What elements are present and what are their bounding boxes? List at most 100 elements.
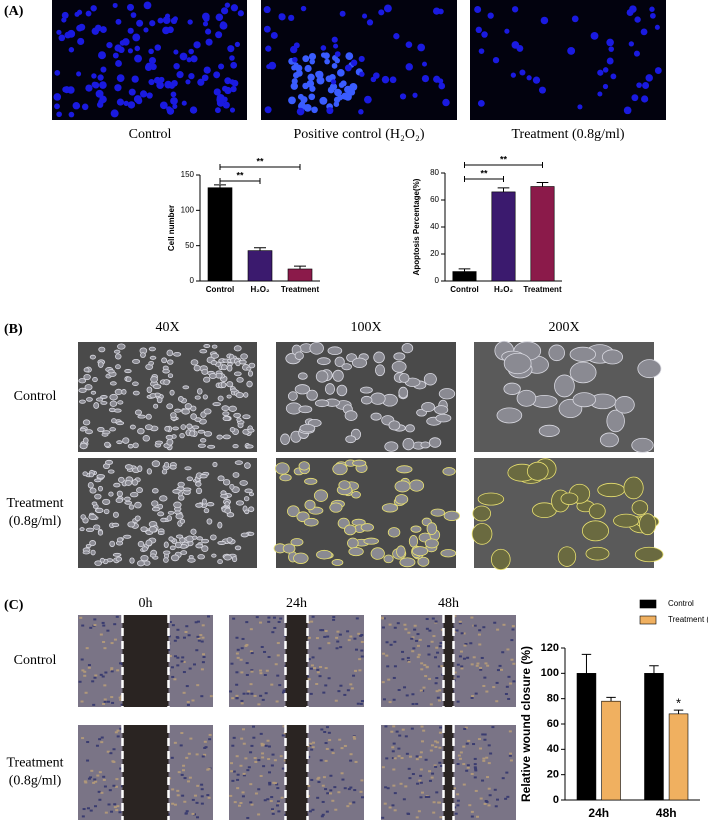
cell: [79, 427, 86, 432]
texture: [200, 788, 204, 791]
texture: [354, 760, 358, 763]
texture: [313, 667, 317, 670]
texture: [415, 755, 419, 758]
nucleus: [320, 45, 327, 51]
nucleus: [99, 81, 107, 89]
cell: [472, 505, 492, 522]
cell: [141, 546, 148, 552]
cell: [217, 475, 225, 482]
cell: [614, 396, 635, 414]
y-tick-label: 120: [541, 642, 559, 654]
cell: [97, 485, 104, 492]
texture: [271, 808, 275, 811]
cell: [332, 369, 344, 382]
cell: [179, 518, 186, 524]
texture: [250, 692, 254, 695]
texture: [418, 779, 422, 782]
nucleus: [173, 62, 180, 70]
texture: [424, 675, 428, 678]
nucleus: [654, 67, 662, 74]
texture: [252, 725, 256, 728]
texture: [434, 620, 438, 623]
texture: [242, 692, 246, 695]
texture: [411, 703, 415, 706]
texture: [424, 796, 428, 799]
cell: [396, 545, 406, 558]
nucleus: [136, 19, 144, 27]
texture: [359, 702, 363, 705]
significance-bracket: [219, 178, 261, 184]
texture: [233, 801, 237, 804]
cell: [186, 423, 193, 430]
cell: [503, 352, 532, 375]
texture: [416, 644, 420, 647]
error-bar: [649, 665, 659, 674]
texture: [235, 671, 239, 674]
texture: [325, 747, 329, 750]
nucleus: [54, 70, 61, 76]
nucleus: [412, 92, 418, 98]
texture: [201, 624, 205, 627]
nucleus: [126, 3, 135, 11]
texture: [393, 757, 397, 760]
texture: [240, 702, 244, 705]
nucleus: [633, 50, 640, 57]
texture: [176, 789, 180, 792]
nucleus: [172, 103, 178, 109]
texture: [418, 638, 422, 641]
texture: [465, 742, 469, 745]
texture: [391, 750, 395, 753]
cell: [145, 539, 153, 547]
texture: [509, 752, 513, 755]
texture: [240, 671, 244, 674]
cell: [103, 508, 110, 515]
texture: [91, 680, 95, 683]
texture: [264, 692, 268, 695]
texture: [410, 637, 414, 640]
texture: [195, 801, 199, 804]
nucleus: [171, 79, 178, 87]
texture: [283, 732, 287, 735]
texture: [171, 624, 175, 627]
texture: [419, 774, 423, 777]
cell: [94, 493, 102, 500]
texture: [276, 787, 280, 790]
texture: [173, 803, 177, 806]
texture: [349, 683, 353, 686]
nucleus: [237, 10, 244, 17]
texture: [101, 621, 105, 624]
y-tick-label: 20: [430, 249, 439, 258]
x-tick-label: Treatment: [281, 285, 320, 294]
cell: [94, 560, 103, 566]
cell: [297, 372, 308, 380]
error-bar: [294, 265, 306, 269]
texture: [510, 658, 514, 661]
texture: [472, 656, 476, 659]
nucleus: [330, 79, 337, 85]
texture: [473, 757, 477, 760]
cell: [631, 500, 649, 516]
nucleus: [303, 103, 312, 112]
nucleus: [229, 55, 235, 61]
bar: [601, 700, 621, 801]
nucleus: [606, 38, 614, 47]
texture: [433, 764, 437, 767]
texture: [307, 678, 311, 681]
nucleus: [384, 4, 392, 13]
column-header: 0h: [139, 596, 153, 611]
nucleus: [116, 74, 125, 82]
texture: [270, 683, 274, 686]
nucleus: [143, 1, 152, 10]
cell: [316, 357, 331, 366]
error-bar: [536, 181, 549, 187]
cell: [197, 554, 205, 560]
texture: [486, 776, 490, 779]
texture: [242, 774, 246, 777]
texture: [462, 632, 466, 635]
cell: [179, 432, 185, 439]
texture: [253, 694, 257, 697]
cell: [229, 483, 235, 490]
cell: [124, 369, 132, 374]
nucleus: [309, 58, 316, 65]
texture: [419, 756, 423, 759]
